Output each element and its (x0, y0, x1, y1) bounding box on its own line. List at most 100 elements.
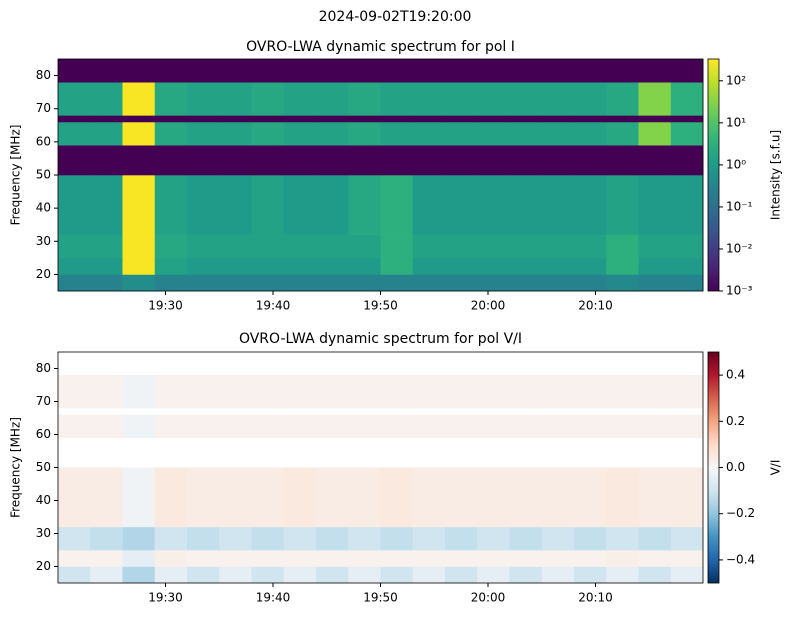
x-tick-label: 19:40 (256, 299, 291, 313)
cell (187, 121, 220, 146)
cell (187, 59, 220, 83)
cell (412, 566, 446, 584)
cell (509, 82, 543, 116)
y-tick-label: 80 (36, 361, 51, 375)
cell (477, 59, 510, 83)
cell (445, 234, 478, 259)
cell (477, 414, 510, 439)
cell (348, 59, 381, 83)
cell (316, 566, 349, 584)
cell (187, 115, 220, 123)
cell (283, 82, 317, 116)
cell (316, 274, 349, 292)
cell (90, 121, 123, 146)
cell (606, 467, 639, 528)
cell (251, 467, 285, 528)
cell (154, 82, 188, 116)
cell (670, 59, 704, 83)
cell (348, 145, 381, 176)
cell (154, 115, 188, 123)
cell (122, 526, 156, 551)
cell (574, 414, 607, 439)
cell (58, 82, 91, 116)
cell (477, 145, 510, 176)
cell (638, 257, 672, 275)
colorbar-tick-label: 10² (726, 73, 746, 87)
cell (541, 257, 575, 275)
cell (219, 115, 252, 123)
cell (58, 375, 91, 409)
cell (283, 414, 317, 439)
cell (187, 375, 220, 409)
cell (122, 257, 156, 275)
cell (219, 550, 252, 567)
cell (251, 82, 285, 116)
cell (58, 526, 91, 551)
cell (316, 414, 349, 439)
cell (574, 82, 607, 116)
cell (316, 82, 349, 116)
cell (445, 274, 478, 292)
cell (219, 274, 252, 292)
y-tick-label: 30 (36, 234, 51, 248)
cell (541, 115, 575, 123)
cell (58, 234, 91, 259)
x-tick-label: 19:40 (256, 591, 291, 605)
y-tick-label: 60 (36, 134, 51, 148)
cell (509, 526, 543, 551)
colorbar-tick-label: 10⁻³ (726, 284, 753, 298)
chart-title: OVRO-LWA dynamic spectrum for pol I (246, 39, 515, 55)
cell (154, 550, 188, 567)
cell (638, 526, 672, 551)
cell (90, 59, 123, 83)
cell (412, 274, 446, 292)
cell (670, 375, 704, 409)
cell (638, 414, 672, 439)
cell (219, 175, 252, 235)
cell (445, 375, 478, 409)
cell (638, 145, 672, 176)
cell (316, 375, 349, 409)
colorbar (707, 58, 720, 292)
cell (574, 467, 607, 528)
cell (509, 414, 543, 439)
cell (445, 175, 478, 235)
cell (187, 550, 220, 567)
x-tick-label: 19:30 (148, 591, 183, 605)
cell (477, 566, 510, 584)
cell (154, 274, 188, 292)
cell (90, 375, 123, 409)
cell (638, 467, 672, 528)
colorbar-label: Intensity [s.f.u] (769, 130, 783, 220)
cell (574, 257, 607, 275)
cell (283, 467, 317, 528)
cell (316, 234, 349, 259)
cell (283, 59, 317, 83)
cell (509, 175, 543, 235)
cell (58, 414, 91, 439)
cell (509, 566, 543, 584)
cell (445, 526, 478, 551)
cell (606, 145, 639, 176)
cell (187, 467, 220, 528)
cell (154, 175, 188, 235)
cell (541, 59, 575, 83)
cell (219, 82, 252, 116)
cell (58, 59, 91, 83)
cell (638, 375, 672, 409)
y-tick-label: 20 (36, 559, 51, 573)
cell (670, 257, 704, 275)
cell (219, 526, 252, 551)
cell (477, 121, 510, 146)
cell (283, 175, 317, 235)
cell (90, 274, 123, 292)
cell (58, 274, 91, 292)
cell (412, 526, 446, 551)
cell (316, 115, 349, 123)
cell (380, 145, 414, 176)
cell (412, 145, 446, 176)
y-tick-label: 40 (36, 201, 51, 215)
cell (219, 145, 252, 176)
cell (509, 145, 543, 176)
cell (122, 414, 156, 439)
